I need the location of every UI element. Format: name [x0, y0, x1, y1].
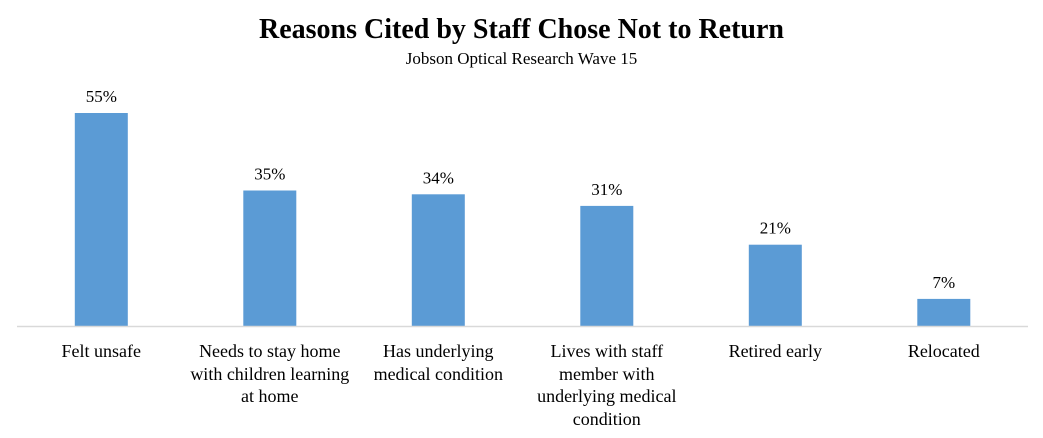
bar-1: [74, 113, 128, 326]
category-label-4: Lives with staff member with underlying …: [537, 341, 677, 429]
data-label-6: 7%: [932, 273, 955, 292]
bar-2: [243, 190, 297, 326]
data-label-4: 31%: [591, 180, 622, 199]
category-label-3: Has underlying medical condition: [373, 341, 504, 384]
category-label-5: Retired early: [728, 341, 823, 361]
category-label-6: Relocated: [907, 341, 980, 361]
bar-5: [748, 244, 802, 326]
category-label-1: Felt unsafe: [61, 341, 142, 361]
chart-subtitle: Jobson Optical Research Wave 15: [405, 49, 638, 68]
bar-4: [580, 205, 634, 326]
category-label-2: Needs to stay home with children learnin…: [190, 341, 350, 406]
data-label-3: 34%: [423, 168, 454, 187]
bar-3: [411, 194, 465, 326]
data-label-5: 21%: [760, 219, 791, 238]
chart-title: Reasons Cited by Staff Chose Not to Retu…: [259, 14, 784, 45]
data-label-1: 55%: [86, 87, 117, 106]
data-label-2: 35%: [254, 165, 285, 184]
bar-6: [917, 298, 971, 326]
